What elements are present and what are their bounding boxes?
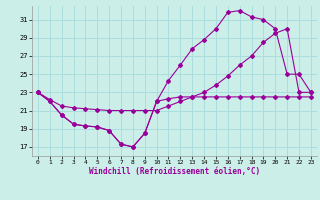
X-axis label: Windchill (Refroidissement éolien,°C): Windchill (Refroidissement éolien,°C) bbox=[89, 167, 260, 176]
